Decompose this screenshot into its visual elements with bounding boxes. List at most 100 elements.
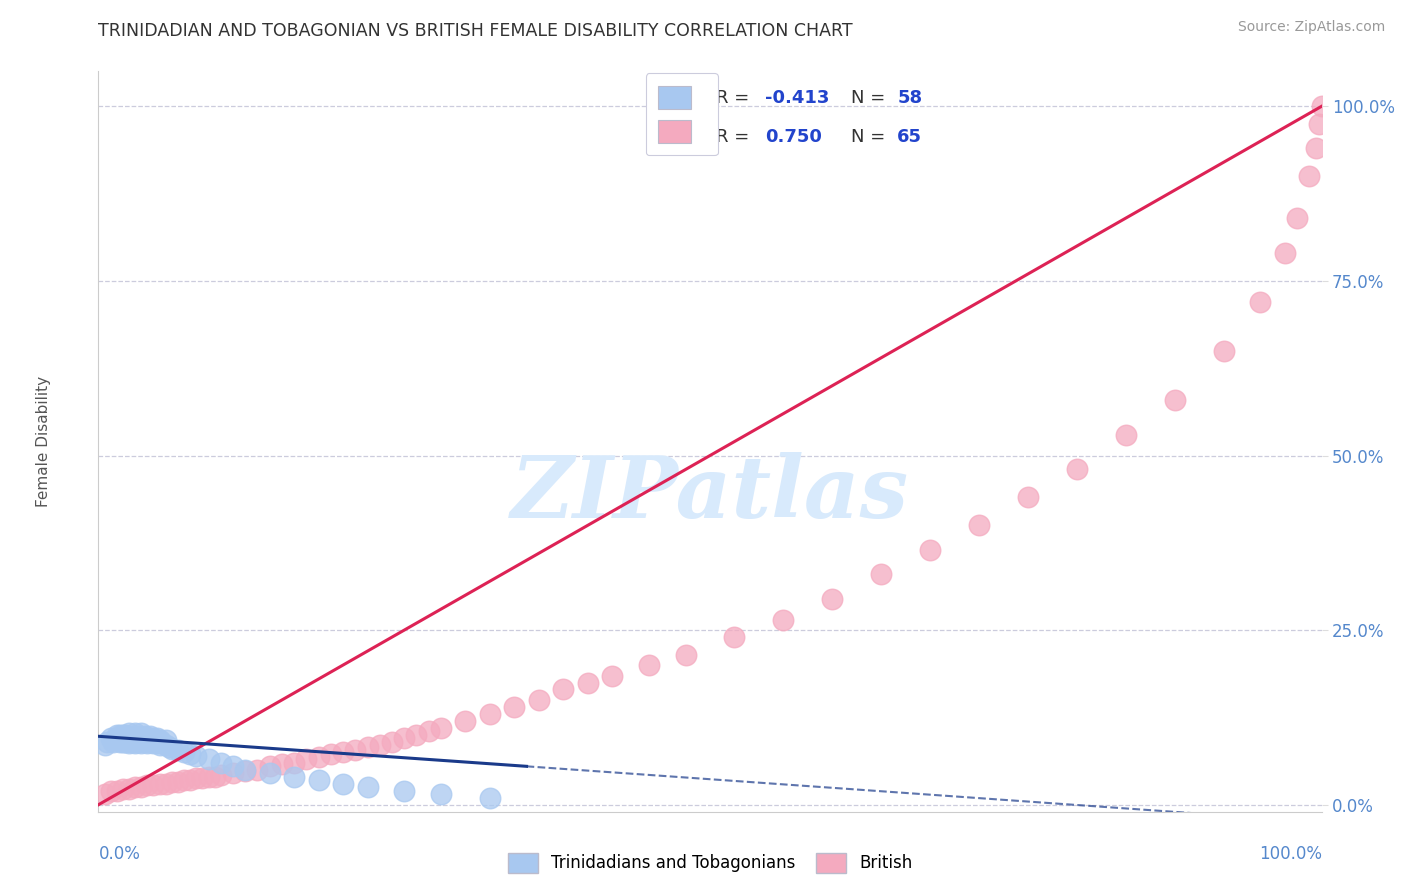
Text: N =: N =	[851, 89, 890, 107]
Point	[110, 735, 132, 749]
Point	[139, 735, 162, 749]
Point	[723, 630, 745, 644]
Point	[100, 784, 122, 798]
Point	[157, 740, 180, 755]
Point	[111, 782, 134, 797]
Point	[209, 768, 232, 782]
Point	[283, 756, 305, 770]
Point	[118, 726, 141, 740]
Point	[1308, 117, 1330, 131]
Point	[167, 743, 190, 757]
Point	[139, 729, 162, 743]
Point	[179, 773, 201, 788]
Point	[308, 750, 330, 764]
Point	[155, 733, 177, 747]
Point	[675, 648, 697, 662]
Point	[270, 757, 294, 772]
Text: R =: R =	[716, 128, 755, 145]
Point	[332, 745, 354, 759]
Point	[124, 780, 146, 795]
Point	[173, 745, 195, 759]
Legend: , : ,	[645, 73, 718, 155]
Point	[136, 736, 159, 750]
Point	[173, 773, 195, 788]
Point	[150, 736, 173, 750]
Point	[134, 735, 156, 749]
Text: N =: N =	[851, 128, 890, 145]
Point	[1286, 211, 1309, 225]
Text: 100.0%: 100.0%	[1258, 845, 1322, 863]
Point	[1212, 343, 1234, 358]
Point	[503, 700, 526, 714]
Point	[870, 567, 893, 582]
Point	[283, 770, 305, 784]
Point	[1274, 246, 1296, 260]
Point	[127, 729, 149, 743]
Point	[344, 743, 367, 757]
Point	[124, 726, 146, 740]
Point	[149, 739, 172, 753]
Point	[821, 591, 844, 606]
Point	[1298, 169, 1320, 183]
Point	[111, 735, 134, 749]
Point	[121, 729, 143, 743]
Legend: Trinidadians and Tobagonians, British: Trinidadians and Tobagonians, British	[501, 847, 920, 880]
Point	[127, 735, 149, 749]
Point	[576, 675, 599, 690]
Point	[160, 742, 183, 756]
Point	[114, 735, 136, 749]
Point	[600, 668, 623, 682]
Point	[110, 728, 132, 742]
Point	[332, 777, 354, 791]
Point	[259, 759, 281, 773]
Point	[430, 721, 453, 735]
Point	[1249, 294, 1271, 309]
Point	[146, 736, 169, 750]
Point	[129, 726, 152, 740]
Point	[197, 770, 219, 784]
Point	[167, 775, 190, 789]
Point	[118, 782, 141, 797]
Point	[142, 731, 165, 746]
Point	[381, 735, 404, 749]
Point	[1017, 491, 1039, 505]
Text: Female Disability: Female Disability	[37, 376, 51, 508]
Point	[186, 771, 208, 785]
Point	[295, 752, 318, 766]
Point	[233, 763, 256, 777]
Point	[96, 735, 118, 749]
Point	[129, 780, 152, 795]
Point	[392, 784, 416, 798]
Point	[129, 736, 152, 750]
Point	[920, 542, 942, 557]
Text: Source: ZipAtlas.com: Source: ZipAtlas.com	[1237, 20, 1385, 34]
Point	[93, 739, 115, 753]
Point	[204, 770, 226, 784]
Text: R =: R =	[716, 89, 755, 107]
Point	[160, 775, 183, 789]
Text: -0.413: -0.413	[765, 89, 830, 107]
Point	[114, 728, 136, 742]
Point	[100, 731, 122, 746]
Point	[319, 747, 342, 762]
Point	[418, 724, 440, 739]
Point	[155, 739, 177, 753]
Point	[142, 736, 165, 750]
Point	[149, 777, 172, 791]
Point	[105, 784, 128, 798]
Point	[186, 748, 208, 763]
Point	[1115, 427, 1137, 442]
Point	[478, 790, 501, 805]
Point	[356, 740, 378, 755]
Point	[392, 731, 416, 746]
Text: TRINIDADIAN AND TOBAGONIAN VS BRITISH FEMALE DISABILITY CORRELATION CHART: TRINIDADIAN AND TOBAGONIAN VS BRITISH FE…	[98, 22, 853, 40]
Point	[101, 735, 124, 749]
Point	[124, 736, 146, 750]
Point	[105, 728, 128, 742]
Point	[1164, 392, 1187, 407]
Point	[142, 778, 165, 792]
Point	[124, 731, 146, 746]
Point	[967, 518, 990, 533]
Point	[93, 787, 115, 801]
Point	[638, 658, 661, 673]
